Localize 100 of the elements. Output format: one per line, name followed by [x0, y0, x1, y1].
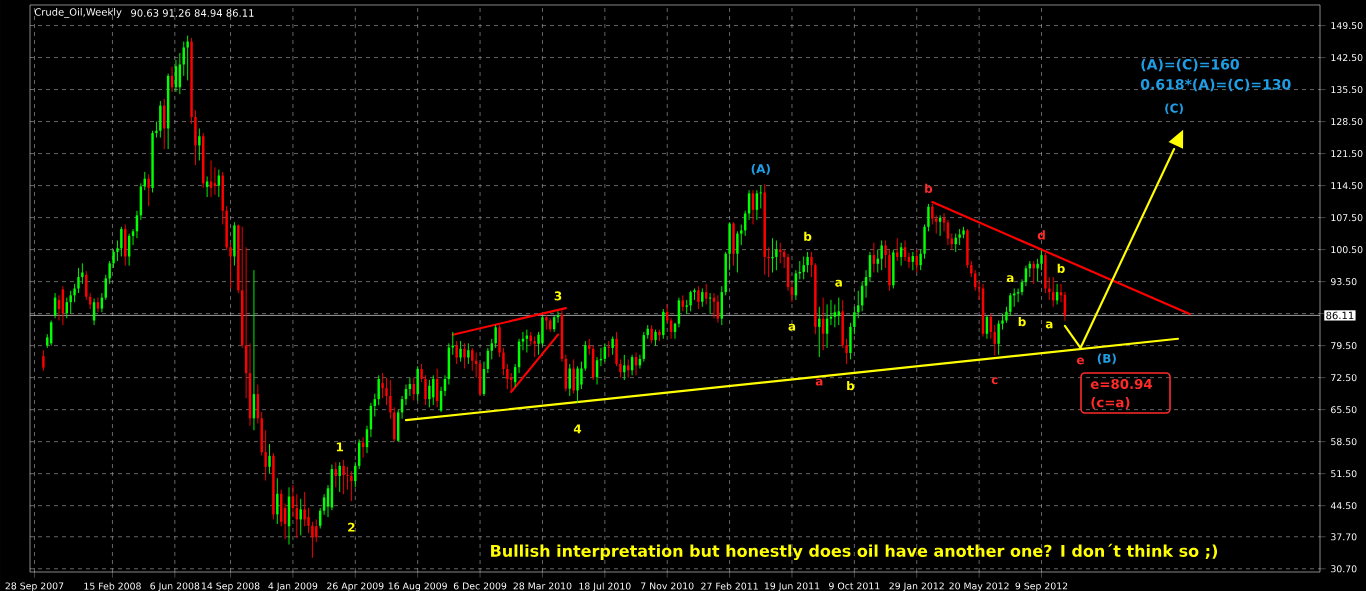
candlestick: [771, 237, 774, 273]
candlestick: [623, 354, 626, 381]
candlestick: [993, 324, 996, 357]
candlestick: [701, 288, 704, 308]
annotation: b: [925, 183, 933, 193]
candlestick: [767, 246, 770, 278]
annotation: e: [1076, 357, 1084, 365]
candlestick: [116, 240, 119, 262]
candlestick: [338, 461, 341, 493]
candlestick: [346, 466, 349, 491]
candlestick: [112, 249, 115, 269]
x-tick-label: 28 Sep 2007: [5, 582, 64, 591]
candlestick: [927, 203, 930, 232]
y-tick-label: 100.50: [1331, 246, 1363, 254]
x-tick-label: 18 Jul 2010: [579, 582, 631, 591]
candlestick: [736, 230, 739, 273]
candlestick: [77, 267, 80, 294]
candlestick: [779, 242, 782, 264]
candlestick: [611, 336, 614, 356]
y-tick-label: 44.50: [1330, 502, 1357, 510]
annotation: 2: [348, 522, 355, 532]
x-tick-label: 4 Jan 2009: [268, 582, 318, 591]
chart-subtitle: 90.63 91.26 84.94 86.11: [131, 9, 254, 17]
x-tick-label: 19 Jun 2011: [764, 582, 820, 591]
chart-title: Crude_Oil,Weekly: [34, 8, 122, 18]
annotation: 4: [573, 424, 582, 434]
y-tick-label: 142.50: [1331, 54, 1363, 62]
annotation: a: [835, 279, 842, 287]
candlestick: [533, 336, 536, 358]
candlestick: [650, 324, 653, 344]
annotation: a: [815, 378, 823, 386]
x-tick-label: 15 Feb 2008: [84, 582, 141, 590]
candlestick: [833, 304, 837, 328]
candlestick: [607, 340, 610, 358]
annotation: 3: [554, 291, 562, 301]
candlestick: [229, 242, 232, 289]
y-tick-label: 128.50: [1331, 118, 1363, 126]
annotation: 1: [336, 442, 344, 452]
x-tick-label: 20 May 2012: [949, 582, 1009, 591]
annotation: (C): [1165, 103, 1183, 115]
candlestick: [1009, 292, 1012, 317]
candlestick: [1040, 250, 1043, 271]
candlestick: [1032, 260, 1035, 285]
candlestick: [494, 324, 497, 349]
candlestick: [880, 240, 883, 271]
annotation: a: [1045, 321, 1053, 329]
y-tick-label: 65.50: [1331, 406, 1357, 414]
annotation: (B): [1097, 353, 1116, 365]
candlestick: [806, 251, 809, 273]
candlestick: [42, 349, 45, 372]
candlestick: [205, 175, 209, 198]
candlestick: [186, 35, 189, 81]
candlestick: [1036, 258, 1039, 283]
candlestick: [81, 262, 84, 285]
candlestick: [315, 518, 318, 543]
candlestick: [354, 461, 357, 488]
annotation: Bullish interpretation but honestly does oil have another one? I don´t think so ;): [491, 543, 1218, 561]
candlestick: [264, 429, 267, 481]
y-tick-label: 30.70: [1331, 565, 1357, 573]
candlestick: [845, 338, 848, 365]
candlestick: [919, 249, 922, 271]
candlestick: [385, 377, 388, 406]
ref-line-label: 86.11: [1326, 311, 1354, 320]
candlestick: [120, 226, 123, 257]
candlestick: [303, 491, 306, 527]
y-tick-label: 51.50: [1331, 470, 1357, 478]
candlestick: [506, 363, 509, 390]
x-tick-label: 6 Jun 2008: [150, 582, 200, 591]
annotation: b: [1018, 316, 1026, 327]
candlestick: [307, 507, 310, 534]
annotation: (A): [751, 163, 770, 175]
y-tick-label: 121.50: [1331, 150, 1363, 158]
annotation: d: [1037, 230, 1045, 240]
candlestick: [740, 224, 743, 246]
candlestick: [459, 340, 462, 363]
y-tick-label: 58.50: [1331, 438, 1357, 446]
candlestick: [1048, 276, 1051, 301]
candlestick: [155, 121, 158, 139]
candlestick: [428, 379, 431, 408]
candlestick: [697, 285, 700, 310]
candlestick: [884, 240, 887, 269]
candlestick: [502, 347, 505, 376]
candlestick: [299, 498, 302, 536]
x-tick-label: 26 Apr 2009: [327, 582, 384, 591]
candlestick: [73, 283, 76, 303]
x-tick-label: 14 Sep 2008: [201, 582, 260, 591]
candlestick: [662, 308, 665, 340]
candlestick: [108, 260, 111, 285]
candlestick: [424, 374, 427, 406]
annotation: c: [991, 377, 998, 385]
x-tick-label: 9 Oct 2011: [829, 582, 880, 590]
x-tick-label: 16 Aug 2009: [388, 582, 447, 591]
candlestick: [420, 363, 423, 383]
y-tick-label: 37.70: [1331, 533, 1357, 541]
candlestick: [1016, 288, 1020, 303]
y-tick-label: 149.50: [1331, 22, 1363, 30]
candlestick: [467, 342, 470, 365]
candlestick: [213, 166, 217, 196]
x-tick-label: 9 Sep 2012: [1015, 582, 1068, 591]
candlestick: [802, 256, 805, 280]
